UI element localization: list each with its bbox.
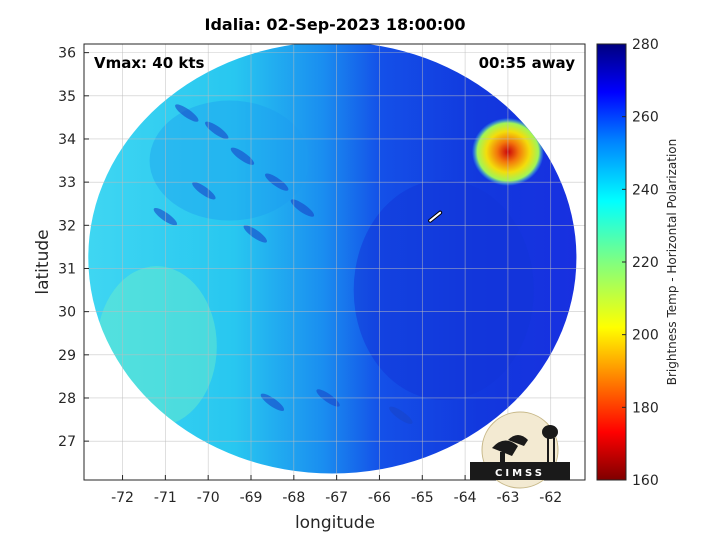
logo-text: CIMSS xyxy=(495,468,545,479)
y-tick-label: 32 xyxy=(58,218,76,234)
colorbar-tick-label: 280 xyxy=(632,37,659,53)
swath-details xyxy=(96,100,544,427)
axes-frame xyxy=(83,43,586,481)
x-tick-label: -69 xyxy=(240,490,263,506)
x-tick-label: -67 xyxy=(325,490,348,506)
cold-streak xyxy=(192,182,216,200)
x-axis-ticks: -72 -71 -70 -69 -68 -67 -66 -65 -64 -63 -62 xyxy=(111,475,562,506)
swath-layer xyxy=(88,44,577,474)
storm-center-line xyxy=(429,211,442,222)
cold-streak xyxy=(175,104,199,122)
colorbar-label: Brightness Temp - Horizontal Polarizatio… xyxy=(665,139,679,386)
colorbar-tick-label: 260 xyxy=(632,110,659,126)
x-tick-label: -71 xyxy=(154,490,177,506)
x-tick-label: -66 xyxy=(368,490,391,506)
storm-center-marker xyxy=(428,210,443,223)
vmax-annotation: Vmax: 40 kts xyxy=(94,54,204,72)
x-tick-label: -65 xyxy=(411,490,434,506)
y-tick-label: 31 xyxy=(58,261,76,277)
y-tick-label: 29 xyxy=(58,348,76,364)
time-away-annotation: 00:35 away xyxy=(479,54,576,72)
x-tick-label: -72 xyxy=(111,490,134,506)
colorbar-tick-label: 160 xyxy=(632,473,659,489)
y-axis-ticks: 27 28 29 30 31 32 33 34 35 36 xyxy=(58,46,89,450)
chart-title: Idalia: 02-Sep-2023 18:00:00 xyxy=(204,15,465,34)
y-tick-label: 33 xyxy=(58,175,76,191)
x-tick-label: -70 xyxy=(197,490,220,506)
y-tick-label: 27 xyxy=(58,434,76,450)
cold-streak xyxy=(290,199,315,217)
colorbar-tick-label: 180 xyxy=(632,400,659,416)
y-tick-label: 34 xyxy=(58,132,76,148)
y-tick-label: 30 xyxy=(58,305,76,321)
colorbar-ticks: 160 180 200 220 240 260 280 xyxy=(622,37,659,489)
cold-region-east xyxy=(353,180,534,401)
x-tick-label: -68 xyxy=(282,490,305,506)
colorbar-tick-label: 220 xyxy=(632,255,659,271)
cold-streak xyxy=(243,225,267,243)
y-tick-label: 36 xyxy=(58,46,76,62)
x-tick-label: -63 xyxy=(496,490,519,506)
cold-streak xyxy=(230,147,255,165)
x-tick-label: -62 xyxy=(539,490,562,506)
cimss-logo: CIMSS xyxy=(470,411,570,489)
cold-streak xyxy=(205,121,229,140)
colorbar-tick-label: 240 xyxy=(632,182,659,198)
x-axis-label: longitude xyxy=(295,513,375,533)
colorbar xyxy=(596,43,627,481)
x-tick-label: -64 xyxy=(454,490,477,506)
y-tick-label: 35 xyxy=(58,89,76,105)
colorbar-tick-label: 200 xyxy=(632,328,659,344)
y-tick-label: 28 xyxy=(58,391,76,407)
cool-band-north xyxy=(149,100,310,221)
cold-streak xyxy=(389,406,413,424)
grid-lines xyxy=(84,44,585,480)
y-axis-label: latitude xyxy=(33,229,53,294)
